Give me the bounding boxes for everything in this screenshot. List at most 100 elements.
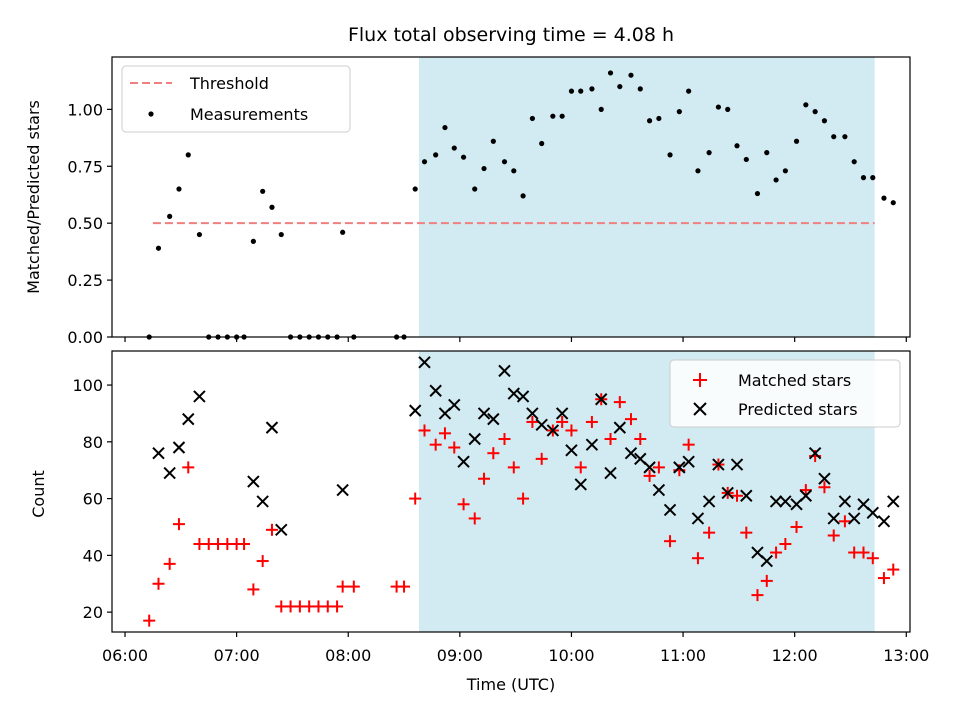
legend-threshold-label: Threshold (189, 74, 269, 93)
predicted-star-point (663, 503, 677, 517)
legend-measurements-swatch (148, 111, 154, 117)
bottom-plot-frame (111, 350, 911, 633)
matched-star-point (498, 432, 511, 445)
bottom-y-axis-label: Count (29, 470, 48, 518)
predicted-star-point (887, 495, 900, 508)
predicted-star-point (275, 523, 288, 537)
bottom-y-tick-label: 20 (83, 603, 103, 622)
matched-star-point (143, 614, 156, 627)
top-y-tick-label: 0.25 (67, 271, 103, 290)
matched-star-point (438, 427, 451, 440)
predicted-star-point (712, 458, 725, 471)
matched-star-point (347, 580, 360, 593)
predicted-star-point (265, 421, 279, 434)
top-legend-box (121, 65, 351, 133)
matched-star-point (574, 461, 587, 474)
matched-star-point (887, 563, 900, 576)
measurement-point (851, 159, 857, 165)
legend-matched-label: Matched stars (738, 371, 851, 390)
predicted-star-point (818, 472, 831, 485)
matched-star-point (152, 577, 165, 590)
matched-star-point (790, 520, 803, 533)
predicted-star-point (827, 512, 840, 525)
measurement-point (589, 86, 595, 92)
measurement-points (146, 70, 896, 340)
matched-star-point (256, 555, 269, 568)
measurement-point (550, 113, 556, 119)
measurement-point (490, 138, 496, 144)
predicted-star-point (526, 407, 539, 420)
predicted-star-point (546, 424, 560, 437)
matched-star-point (770, 546, 783, 559)
top-y-tick-label: 0.50 (67, 214, 103, 233)
x-tick-label: 06:00 (102, 646, 148, 665)
predicted-star-point (152, 446, 165, 460)
predicted-star-point (487, 412, 500, 426)
predicted-star-point (408, 404, 422, 417)
matched-star-point (448, 441, 461, 454)
predicted-star-point (760, 554, 773, 568)
top-x-ticks (124, 337, 907, 342)
predicted-star-point (585, 438, 599, 451)
bottom-legend-box (669, 359, 901, 428)
predicted-star-point (808, 446, 822, 460)
predicted-star-point (468, 432, 481, 446)
count-points (143, 356, 900, 627)
measurement-point (812, 109, 818, 115)
top-y-tick-label: 0.75 (67, 157, 103, 176)
measurement-point (433, 152, 439, 158)
measurement-point (520, 193, 526, 199)
measurement-point (481, 165, 487, 172)
predicted-star-point (256, 495, 269, 508)
matched-star-point (643, 469, 656, 482)
predicted-star-point (163, 466, 176, 480)
x-tick-label: 12:00 (772, 646, 818, 665)
x-tick-label: 08:00 (325, 646, 371, 665)
predicted-star-point (652, 483, 666, 497)
x-tick-label: 09:00 (437, 646, 483, 665)
measurement-point (860, 175, 867, 181)
predicted-star-point (574, 478, 587, 491)
predicted-star-point (730, 458, 744, 471)
matched-star-point (857, 546, 870, 559)
chart-title: Flux total observing time = 4.08 h (348, 24, 674, 46)
measurement-point (715, 104, 722, 110)
predicted-star-point (682, 455, 695, 468)
matched-star-point (731, 489, 744, 502)
measurement-point (695, 168, 701, 174)
measurement-point (260, 188, 266, 194)
predicted-star-point (613, 421, 627, 434)
matched-star-point (429, 438, 442, 451)
bottom-y-tick-label: 40 (83, 546, 103, 565)
x-tick-label: 11:00 (660, 646, 706, 665)
measurement-point (167, 213, 173, 219)
top-panel: 0.00 0.25 0.50 0.75 1.00 Matched/Predicted s… (24, 56, 911, 347)
matched-star-point (703, 526, 716, 539)
matched-star-point (331, 600, 344, 613)
matched-star-point (556, 415, 569, 428)
matched-star-point (613, 396, 626, 409)
matched-star-point (877, 572, 890, 585)
measurement-point (782, 168, 788, 174)
measurement-point (821, 118, 828, 124)
matched-star-point (827, 529, 840, 542)
legend-predicted-label: Predicted stars (738, 400, 858, 419)
bottom-panel: 06:00 07:00 08:00 09:00 10:00 11:00 12:00 13:00… (29, 350, 929, 694)
bottom-y-tick-label: 80 (83, 433, 103, 452)
predicted-star-point (498, 364, 511, 378)
matched-star-point (691, 552, 704, 565)
measurement-point (842, 134, 848, 140)
legend-predicted-swatch (693, 402, 707, 416)
predicted-star-point (448, 398, 461, 412)
measurement-point (890, 200, 896, 206)
measurement-point (185, 152, 191, 158)
predicted-star-point (429, 384, 442, 397)
predicted-star-point (740, 489, 753, 502)
matched-star-point (398, 580, 411, 593)
matched-star-point (182, 461, 195, 474)
predicted-star-point (516, 390, 530, 403)
measurement-point (793, 138, 800, 144)
x-tick-label: 07:00 (214, 646, 260, 665)
predicted-star-point (847, 512, 861, 525)
measurement-point (278, 231, 284, 238)
